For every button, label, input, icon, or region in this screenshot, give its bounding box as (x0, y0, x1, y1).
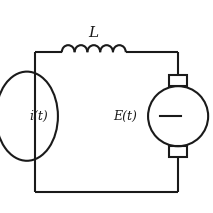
Bar (169, 75, 187, 86)
Bar (169, 146, 187, 157)
Text: E(t): E(t) (113, 110, 137, 123)
Text: i(t): i(t) (29, 110, 48, 123)
Text: L: L (89, 26, 99, 40)
